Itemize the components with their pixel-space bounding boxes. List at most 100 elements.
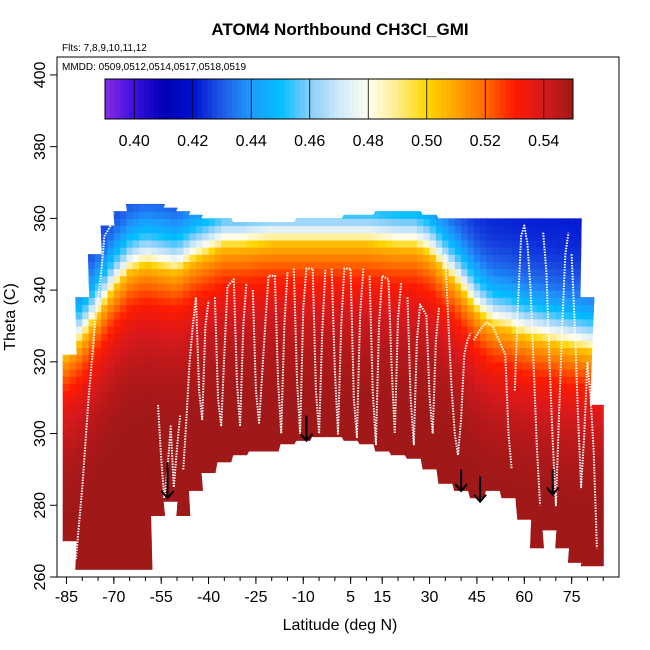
field-cell bbox=[600, 304, 604, 313]
field-cell bbox=[442, 369, 450, 377]
field-cell bbox=[423, 376, 431, 384]
field-cell bbox=[499, 462, 506, 471]
field-cell bbox=[107, 232, 115, 241]
field-cell bbox=[208, 533, 216, 542]
field-cell bbox=[600, 548, 604, 557]
field-cell bbox=[353, 369, 361, 377]
field-cell bbox=[568, 232, 576, 241]
field-cell bbox=[82, 570, 89, 578]
field-cell bbox=[322, 347, 330, 356]
field-cell bbox=[429, 268, 437, 277]
field-cell bbox=[461, 247, 469, 255]
flight-track-profile-3 bbox=[182, 296, 210, 470]
field-cell bbox=[296, 455, 304, 463]
field-cell bbox=[410, 247, 418, 255]
field-cell bbox=[195, 340, 203, 349]
field-cell bbox=[57, 570, 64, 578]
field-cell bbox=[480, 254, 487, 263]
field-cell bbox=[113, 261, 121, 270]
field-cell bbox=[189, 555, 197, 564]
field-cell bbox=[120, 204, 128, 212]
field-cell bbox=[208, 526, 216, 535]
field-cell bbox=[126, 412, 134, 420]
field-cell bbox=[530, 232, 538, 241]
field-cell bbox=[442, 225, 450, 234]
field-cell bbox=[88, 469, 96, 478]
field-cell bbox=[328, 404, 336, 413]
field-cell bbox=[562, 318, 570, 327]
field-cell bbox=[252, 383, 260, 392]
field-cell bbox=[328, 505, 336, 514]
colorbar-segment bbox=[524, 79, 530, 119]
field-cell bbox=[139, 490, 146, 499]
field-cell bbox=[454, 512, 462, 521]
field-cell bbox=[176, 304, 184, 313]
field-cell bbox=[416, 490, 424, 499]
field-cell bbox=[94, 297, 102, 306]
field-cell bbox=[473, 340, 481, 349]
field-cell bbox=[366, 354, 374, 363]
field-cell bbox=[360, 419, 368, 427]
colorbar-tick-label: 0.46 bbox=[294, 133, 325, 150]
field-cell bbox=[63, 490, 71, 499]
field-cell bbox=[215, 570, 222, 578]
field-cell bbox=[195, 268, 203, 277]
field-cell bbox=[315, 211, 323, 219]
field-cell bbox=[499, 404, 506, 413]
field-cell bbox=[176, 490, 184, 499]
field-cell bbox=[550, 190, 557, 198]
field-cell bbox=[252, 483, 260, 492]
field-cell bbox=[555, 548, 563, 557]
field-cell bbox=[492, 469, 500, 478]
colorbar-segment bbox=[319, 79, 325, 119]
field-cell bbox=[549, 333, 557, 341]
field-cell bbox=[549, 562, 557, 570]
field-cell bbox=[593, 426, 601, 435]
field-cell bbox=[391, 447, 399, 456]
field-cell bbox=[574, 462, 582, 471]
field-cell bbox=[543, 505, 551, 514]
field-cell bbox=[278, 347, 285, 356]
field-cell bbox=[195, 325, 203, 334]
field-cell bbox=[120, 369, 128, 377]
field-cell bbox=[221, 570, 228, 578]
field-cell bbox=[101, 469, 109, 478]
field-cell bbox=[126, 218, 134, 227]
field-cell bbox=[568, 533, 576, 542]
field-cell bbox=[372, 404, 380, 413]
field-cell bbox=[600, 469, 604, 478]
field-cell bbox=[126, 555, 134, 564]
field-cell bbox=[88, 490, 96, 499]
field-cell bbox=[62, 447, 64, 456]
field-cell bbox=[233, 254, 241, 263]
field-cell bbox=[214, 505, 222, 514]
field-cell bbox=[303, 512, 311, 521]
field-cell bbox=[221, 462, 229, 471]
field-cell bbox=[600, 204, 604, 212]
field-cell bbox=[240, 548, 248, 557]
field-cell bbox=[379, 570, 386, 578]
field-cell bbox=[315, 498, 323, 506]
field-cell bbox=[290, 232, 298, 241]
field-cell bbox=[360, 325, 368, 334]
field-cell bbox=[221, 397, 229, 406]
field-cell bbox=[448, 290, 456, 298]
field-cell bbox=[492, 419, 500, 427]
field-cell bbox=[492, 333, 500, 341]
field-cell bbox=[347, 211, 355, 219]
field-cell bbox=[512, 570, 519, 578]
field-cell bbox=[347, 354, 355, 363]
field-cell bbox=[271, 254, 279, 263]
field-cell bbox=[75, 498, 83, 506]
field-cell bbox=[101, 361, 109, 370]
field-cell bbox=[322, 469, 330, 478]
field-cell bbox=[530, 455, 538, 463]
field-cell bbox=[505, 376, 513, 384]
field-cell bbox=[290, 555, 298, 564]
field-cell bbox=[284, 455, 292, 463]
field-cell bbox=[233, 498, 241, 506]
field-cell bbox=[360, 390, 368, 399]
field-cell bbox=[208, 354, 216, 363]
field-cell bbox=[170, 333, 178, 341]
